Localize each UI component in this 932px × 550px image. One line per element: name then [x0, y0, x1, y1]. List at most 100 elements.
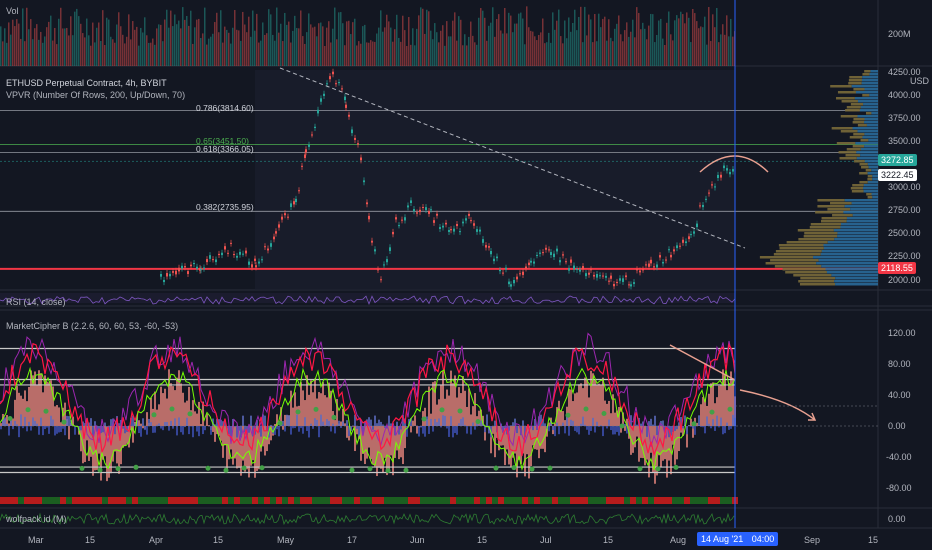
volume-bar	[128, 14, 130, 66]
money-flow-bar	[406, 426, 408, 437]
cipher-wave-bar	[316, 398, 318, 426]
volume-bar	[594, 14, 596, 66]
vpvr-bar-up	[797, 229, 834, 232]
volume-bar	[262, 22, 264, 66]
trend-strip-cell	[654, 497, 660, 504]
volume-bar	[26, 7, 28, 66]
money-flow-bar	[44, 426, 46, 430]
trend-strip-cell	[186, 497, 192, 504]
volume-bar	[488, 25, 490, 66]
vpvr-bar-down	[864, 160, 878, 163]
trend-strip-cell	[498, 497, 504, 504]
volume-bar	[102, 10, 104, 66]
cipher-wave-bar	[126, 426, 128, 444]
trend-strip-cell	[702, 497, 708, 504]
rsi-pane-title[interactable]: RSI (14, close)	[6, 297, 66, 307]
candle-body	[459, 231, 461, 233]
volume-bar	[194, 27, 196, 67]
volume-bar	[322, 26, 324, 66]
candle-body	[344, 96, 346, 101]
money-flow-bar	[658, 425, 660, 426]
cipher-wave-bar	[56, 405, 58, 426]
money-flow-bar	[584, 424, 586, 426]
cipher-dot	[403, 467, 409, 473]
candle-body	[596, 274, 598, 278]
candle-body	[685, 241, 687, 244]
money-flow-bar	[600, 425, 602, 426]
money-flow-bar	[440, 426, 442, 428]
volume-bar	[340, 12, 342, 67]
symbol-title[interactable]: ETHUSD Perpetual Contract, 4h, BYBIT	[6, 78, 167, 88]
volume-bar	[60, 7, 62, 67]
cipher-wave-bar	[378, 426, 380, 468]
vpvr-bar-up	[815, 211, 844, 214]
candle-body	[542, 252, 544, 254]
cipher-wave-bar	[412, 420, 414, 426]
volume-pane-title: Vol	[6, 6, 19, 16]
money-flow-bar	[542, 418, 544, 426]
vpvr-bar-up	[850, 103, 864, 106]
vpvr-bar-up	[865, 112, 872, 115]
trend-strip-cell	[330, 497, 336, 504]
money-flow-bar	[18, 426, 20, 438]
vpvr-indicator-title[interactable]: VPVR (Number Of Rows, 200, Up/Down, 70)	[6, 90, 186, 100]
trend-strip-cell	[354, 497, 360, 504]
money-flow-bar	[300, 426, 302, 429]
trend-strip-cell	[672, 497, 678, 504]
cipher-wave-bar	[128, 426, 130, 448]
volume-bar	[22, 8, 24, 67]
vpvr-bar-down	[868, 139, 878, 142]
money-flow-bar	[68, 416, 70, 426]
candle-body	[218, 253, 220, 256]
trend-strip-cell	[426, 497, 432, 504]
candle-body	[239, 251, 241, 255]
volume-bar	[368, 42, 370, 66]
volume-bar	[650, 13, 652, 66]
vpvr-bar-down	[872, 175, 878, 178]
cipher-wave-bar	[206, 413, 208, 426]
vpvr-bar-down	[855, 91, 878, 94]
volume-bar	[204, 7, 206, 67]
volume-bar	[246, 32, 248, 66]
cipher-wave-bar	[68, 426, 70, 440]
money-flow-bar	[166, 422, 168, 426]
trend-strip-cell	[0, 497, 6, 504]
money-flow-bar	[146, 426, 148, 435]
candle-body	[522, 271, 524, 275]
cipher-axis-label: -40.00	[886, 452, 912, 462]
trend-strip-cell	[90, 497, 96, 504]
money-flow-bar	[586, 426, 588, 430]
cipher-dot	[439, 407, 445, 413]
money-flow-bar	[656, 426, 658, 436]
candle-body	[539, 252, 541, 254]
cipher-wave-bar	[608, 400, 610, 426]
candle-body	[619, 278, 621, 281]
vpvr-bar-up	[817, 199, 845, 202]
money-flow-bar	[558, 426, 560, 435]
cipher-wave-bar	[596, 384, 598, 426]
volume-bar	[206, 44, 208, 66]
trend-strip-cell	[306, 497, 312, 504]
trend-strip-cell	[660, 497, 666, 504]
money-flow-bar	[224, 419, 226, 426]
trend-strip-cell	[12, 497, 18, 504]
candle-body	[665, 259, 667, 261]
cipher-wave-bar	[586, 380, 588, 426]
cipher-wave-bar	[292, 407, 294, 426]
volume-bar	[144, 17, 146, 66]
volume-bar	[372, 41, 374, 66]
cipher-pane-title[interactable]: MarketCipher B (2.2.6, 60, 60, 53, -60, …	[6, 321, 179, 331]
cipher-wave-bar	[58, 407, 60, 426]
volume-bar	[674, 20, 676, 66]
wolfpack-pane-title[interactable]: wolfpack id (M)	[6, 514, 67, 524]
cipher-dot	[295, 409, 301, 415]
volume-bar	[298, 28, 300, 66]
money-flow-bar	[30, 426, 32, 431]
time-axis-label: 15	[477, 535, 488, 545]
cipher-arrow-curve	[739, 389, 816, 421]
volume-bar	[560, 36, 562, 66]
cipher-wave-bar	[450, 370, 452, 426]
money-flow-bar	[654, 415, 656, 426]
cipher-wave-bar	[690, 418, 692, 426]
